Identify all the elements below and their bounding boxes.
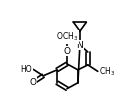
Text: HO: HO (21, 65, 32, 74)
Text: CH$_3$: CH$_3$ (99, 65, 115, 78)
Text: O: O (64, 47, 70, 55)
Text: N: N (77, 41, 83, 50)
Text: O: O (30, 78, 37, 87)
Text: OCH$_3$: OCH$_3$ (56, 31, 78, 43)
